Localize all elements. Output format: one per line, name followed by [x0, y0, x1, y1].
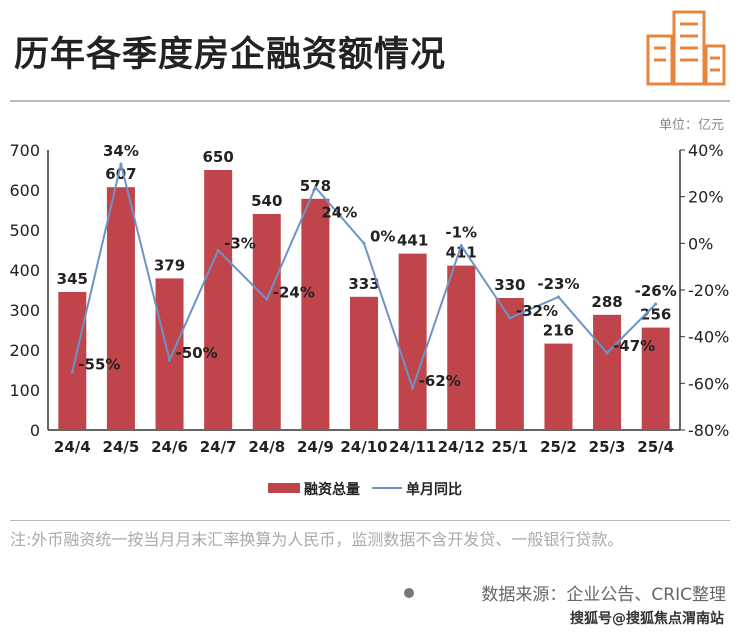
right-tick-label: -60%	[688, 374, 729, 393]
category-label: 25/4	[637, 438, 674, 456]
line-point	[70, 370, 74, 374]
bar	[641, 327, 670, 430]
bar	[252, 214, 281, 430]
left-tick-label: 200	[9, 341, 40, 360]
line-point	[459, 244, 463, 248]
bar	[204, 170, 233, 430]
bar-value-label: 540	[251, 192, 282, 210]
line-point	[362, 241, 366, 245]
category-label: 24/10	[340, 438, 387, 456]
top-divider	[10, 100, 730, 102]
left-tick-label: 300	[9, 301, 40, 320]
bar-value-label: 578	[300, 177, 331, 195]
bar-value-label: 650	[202, 148, 233, 166]
line-value-label: -55%	[78, 356, 120, 374]
line-point	[216, 248, 220, 252]
data-source: 数据来源：企业公告、CRIC整理	[481, 585, 726, 605]
bar-value-label: 345	[57, 270, 88, 288]
footnote: 注:外币融资统一按当月月末汇率换算为人民币，监测数据不含开发贷、一般银行贷款。	[10, 530, 624, 549]
bar-value-label: 441	[397, 232, 428, 250]
bar-value-label: 288	[591, 293, 622, 311]
category-label: 24/12	[438, 438, 485, 456]
line-value-label: -26%	[635, 282, 677, 300]
bottom-divider	[10, 520, 730, 521]
line-value-label: 24%	[321, 203, 357, 221]
bullet-icon	[404, 588, 414, 598]
left-tick-label: 600	[9, 181, 40, 200]
right-tick-label: 40%	[688, 141, 724, 160]
line-point	[313, 185, 317, 189]
bar	[301, 198, 330, 430]
bar-value-label: 379	[154, 256, 185, 274]
combo-chart: 0 100 200 300 400 500 600 700 -80% -60% -40% -20% 0%…	[9, 141, 729, 498]
right-tick-label: -40%	[688, 328, 729, 347]
bar	[593, 314, 622, 430]
line-value-label: 34%	[103, 142, 139, 160]
bar	[106, 187, 135, 430]
right-tick-label: 20%	[688, 188, 724, 207]
line-value-label: -24%	[273, 283, 315, 301]
bar-value-label: 216	[543, 322, 574, 340]
line-point	[265, 297, 269, 301]
unit-label: 单位：亿元	[658, 118, 724, 133]
left-tick-label: 500	[9, 221, 40, 240]
line-point	[508, 316, 512, 320]
line-value-label: -3%	[224, 234, 256, 252]
bar-value-label: 607	[105, 165, 136, 183]
right-tick-label: 0%	[688, 234, 713, 253]
watermark: 搜狐号@搜狐焦点渭南站	[570, 611, 724, 627]
line-value-label: -23%	[537, 275, 579, 293]
page-title: 历年各季度房企融资额情况	[14, 35, 447, 75]
bar	[495, 298, 524, 430]
left-tick-label: 0	[30, 421, 40, 440]
building-icon	[646, 10, 726, 86]
left-tick-label: 100	[9, 381, 40, 400]
bar-value-label: 330	[494, 276, 525, 294]
line-point	[119, 162, 123, 166]
line-value-label: 0%	[370, 227, 395, 245]
category-label: 25/2	[540, 438, 577, 456]
bar	[58, 292, 87, 430]
bar	[447, 265, 476, 430]
line-point	[654, 302, 658, 306]
bar-value-label: 256	[640, 306, 671, 324]
line-value-label: -50%	[176, 344, 218, 362]
category-label: 24/8	[248, 438, 285, 456]
bar	[350, 296, 378, 430]
category-label: 25/1	[491, 438, 528, 456]
category-label: 25/3	[589, 438, 626, 456]
category-label: 24/5	[103, 438, 140, 456]
category-label: 24/9	[297, 438, 334, 456]
line-value-label: -1%	[445, 224, 477, 242]
category-label: 24/6	[151, 438, 188, 456]
left-tick-label: 400	[9, 261, 40, 280]
bar	[544, 343, 573, 430]
legend-line-label: 单月同比	[406, 481, 462, 498]
bar-value-label: 333	[348, 275, 379, 293]
line-point	[411, 386, 415, 390]
line-point	[168, 358, 172, 362]
category-label: 24/4	[54, 438, 91, 456]
bar	[398, 253, 427, 430]
line-point	[605, 351, 609, 355]
line-value-label: -47%	[613, 337, 655, 355]
left-tick-label: 700	[9, 141, 40, 160]
right-tick-label: -80%	[688, 421, 729, 440]
category-label: 24/7	[200, 438, 237, 456]
bar	[155, 278, 184, 430]
category-label: 24/11	[389, 438, 436, 456]
legend-bar-swatch	[268, 483, 300, 493]
line-value-label: -62%	[419, 372, 461, 390]
line-point	[556, 295, 560, 299]
right-tick-label: -20%	[688, 281, 729, 300]
line-value-label: -32%	[516, 302, 558, 320]
legend-bar-label: 融资总量	[304, 481, 360, 498]
